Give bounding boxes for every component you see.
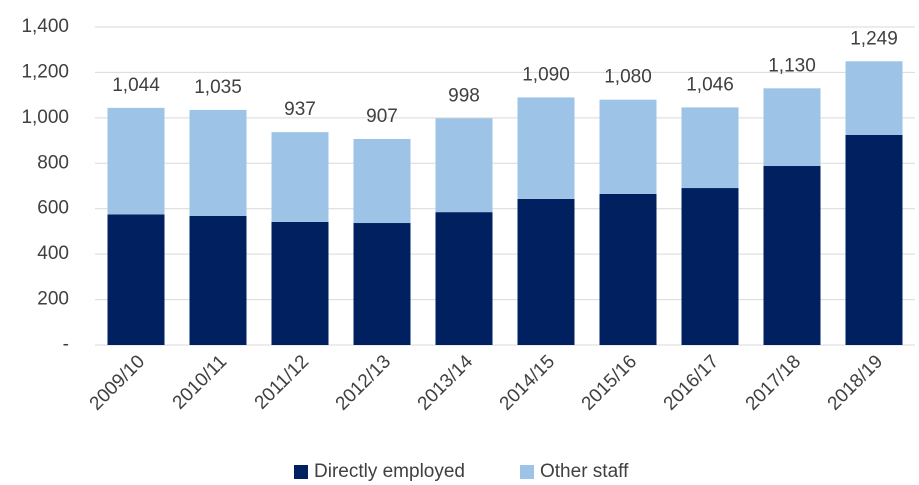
bar-segment bbox=[763, 166, 821, 345]
total-label: 907 bbox=[366, 106, 398, 127]
bar-segment bbox=[599, 99, 657, 194]
total-label: 1,130 bbox=[768, 55, 816, 76]
bar-segment bbox=[845, 134, 903, 345]
bar-segment bbox=[681, 188, 739, 345]
x-tick-label: 2011/12 bbox=[251, 351, 313, 413]
x-tick-label: 2018/19 bbox=[824, 351, 887, 414]
bar-segment bbox=[107, 214, 165, 345]
total-label: 1,090 bbox=[522, 64, 570, 85]
y-tick-label: 800 bbox=[37, 152, 69, 173]
x-tick-label: 2013/14 bbox=[414, 351, 478, 415]
y-tick-label: 1,200 bbox=[21, 61, 69, 82]
bar-segment bbox=[353, 223, 411, 345]
y-tick-label: 1,400 bbox=[21, 16, 69, 37]
total-label: 998 bbox=[448, 85, 480, 106]
bar-segment bbox=[107, 107, 165, 215]
bar-segment bbox=[435, 118, 493, 213]
y-tick-label: 600 bbox=[37, 198, 69, 219]
x-tick-label: 2010/11 bbox=[169, 351, 231, 413]
x-tick-label: 2009/10 bbox=[86, 351, 149, 414]
total-label: 1,046 bbox=[686, 74, 734, 95]
legend-label: Other staff bbox=[540, 461, 629, 482]
x-tick-label: 2017/18 bbox=[742, 351, 805, 414]
bar-segment bbox=[681, 107, 739, 189]
bar-segment bbox=[599, 193, 657, 345]
y-tick-label: 200 bbox=[37, 289, 69, 310]
legend-label: Directly employed bbox=[314, 461, 465, 482]
x-tick-label: 2012/13 bbox=[332, 351, 395, 414]
bar-segment bbox=[435, 212, 493, 345]
x-tick-label: 2014/15 bbox=[496, 351, 559, 414]
bar-segment bbox=[517, 198, 575, 345]
total-label: 1,044 bbox=[112, 75, 160, 96]
y-tick-label: - bbox=[63, 334, 69, 355]
bar-segment bbox=[271, 132, 329, 222]
bar-segment bbox=[353, 138, 411, 224]
x-tick-label: 2016/17 bbox=[660, 351, 723, 414]
bar-segment bbox=[271, 221, 329, 345]
bar-segment bbox=[189, 109, 247, 216]
total-label: 1,080 bbox=[604, 67, 652, 88]
bar-segment bbox=[517, 97, 575, 199]
x-tick-label: 2015/16 bbox=[578, 351, 641, 414]
y-tick-label: 400 bbox=[37, 243, 69, 264]
total-label: 1,035 bbox=[194, 77, 242, 98]
y-tick-label: 1,000 bbox=[21, 107, 69, 128]
bar-segment bbox=[763, 88, 821, 167]
bar-segment bbox=[189, 215, 247, 345]
bar-segment bbox=[845, 61, 903, 135]
total-label: 1,249 bbox=[850, 28, 898, 49]
legend-swatch bbox=[294, 465, 308, 479]
total-label: 937 bbox=[284, 99, 316, 120]
legend-swatch bbox=[520, 465, 534, 479]
